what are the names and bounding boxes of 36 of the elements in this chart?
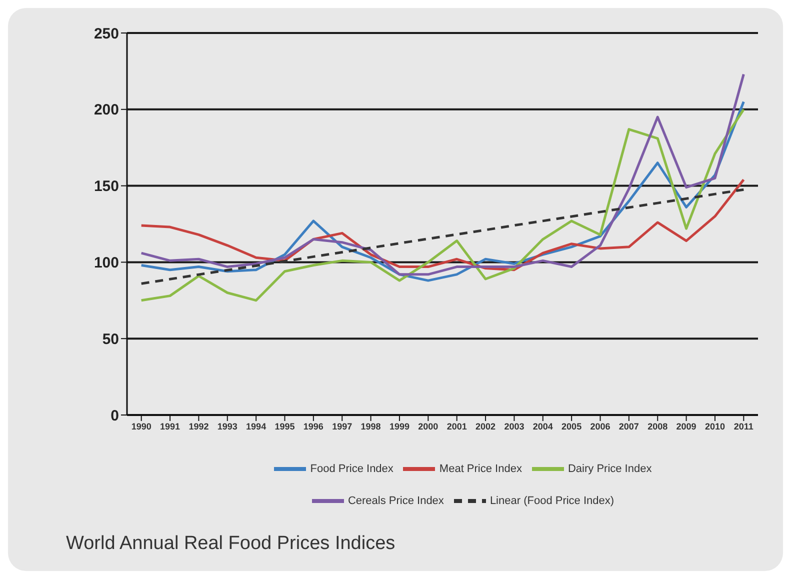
legend-label: Meat Price Index — [439, 462, 522, 475]
x-tick-label: 2011 — [734, 421, 754, 432]
x-tick-label: 2001 — [446, 421, 467, 432]
x-tick-label: 2003 — [504, 421, 524, 432]
y-tick-label: 200 — [94, 102, 119, 119]
x-tick-label: 1995 — [274, 421, 295, 432]
y-tick-label: 50 — [102, 330, 119, 348]
legend-label: Food Price Index — [310, 462, 394, 475]
x-tick-label: 1994 — [246, 421, 266, 432]
x-tick-label: 1990 — [131, 421, 152, 432]
y-tick-label: 100 — [94, 254, 119, 272]
x-tick-label: 1998 — [360, 421, 381, 432]
x-tick-label: 1993 — [217, 421, 238, 432]
x-tick-label: 1999 — [389, 421, 410, 432]
y-tick-label: 0 — [110, 407, 119, 424]
legend-label: Cereals Price Index — [348, 494, 444, 507]
x-tick-label: 2006 — [590, 421, 610, 432]
text: World Annual Real Food Prices Indices — [66, 533, 396, 555]
x-tick-label: 2010 — [704, 421, 725, 432]
x-tick-label: 2007 — [618, 421, 639, 432]
y-tick-label: 150 — [94, 178, 119, 196]
x-tick-label: 1996 — [303, 421, 324, 432]
x-tick-label: 2009 — [676, 421, 696, 432]
x-tick-label: 1991 — [160, 421, 180, 432]
x-tick-label: 2008 — [648, 421, 668, 432]
legend-label: Linear (Food Price Index) — [490, 494, 614, 507]
line-series — [140, 188, 745, 285]
x-tick-label: 2002 — [476, 421, 496, 432]
y-tick-label: 250 — [94, 25, 119, 42]
x-tick-label: 1992 — [188, 421, 209, 432]
x-tick-label: 2005 — [562, 421, 582, 432]
x-tick-label: 2000 — [418, 421, 438, 432]
x-tick-label: 1997 — [332, 421, 352, 432]
legend-label: Dairy Price Index — [568, 462, 652, 475]
x-tick-label: 2004 — [532, 421, 553, 432]
line-series — [140, 73, 745, 276]
